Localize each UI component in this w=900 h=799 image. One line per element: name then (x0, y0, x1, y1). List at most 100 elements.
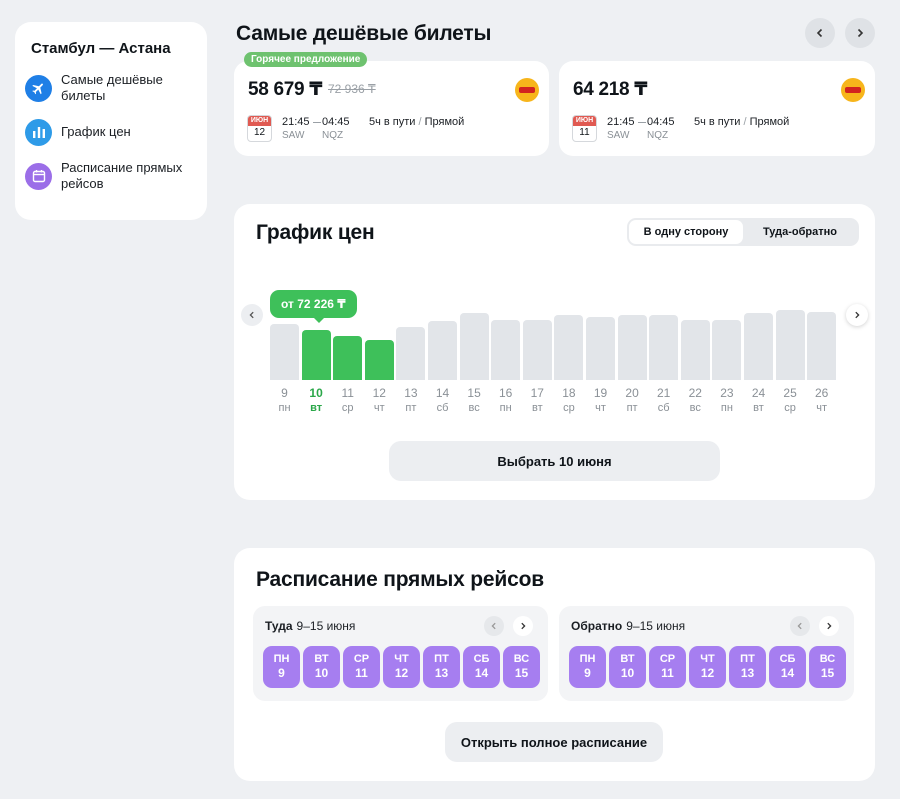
flight-info: 5ч в пути / Прямой (369, 116, 465, 128)
sidebar-item-price-chart[interactable]: График цен (25, 115, 197, 149)
weekday: пн (579, 653, 596, 665)
day-number: 11 (355, 666, 368, 680)
round-trip-option[interactable]: Туда-обратно (762, 226, 837, 238)
schedule-day[interactable]: сб 14 (463, 646, 500, 688)
price-bar[interactable] (301, 330, 331, 380)
tick-weekday: вт (531, 402, 543, 414)
schedule-day[interactable]: вс 15 (503, 646, 540, 688)
chart-day-label[interactable]: 18 ср (554, 385, 583, 415)
weekday: чт (700, 653, 715, 665)
schedule-day[interactable]: чт 12 (383, 646, 420, 688)
chart-day-label[interactable]: 11 ср (333, 385, 362, 415)
chart-day-label[interactable]: 21 сб (649, 385, 678, 415)
chart-prev-button[interactable] (241, 304, 263, 326)
schedule-day[interactable]: ср 11 (649, 646, 686, 688)
price-bar[interactable] (680, 320, 710, 380)
weekday: вс (819, 653, 836, 665)
sidebar-item-cheapest[interactable]: Самые дешёвые билеты (25, 71, 197, 105)
day-number: 14 (474, 666, 489, 680)
chart-day-label[interactable]: 19 чт (586, 385, 615, 415)
chart-day-label[interactable]: 15 вс (460, 385, 489, 415)
chart-next-button[interactable] (846, 304, 868, 326)
duration: 5ч в пути (694, 116, 741, 128)
chart-day-label[interactable]: 26 чт (807, 385, 836, 415)
departure-time: 21:45 (607, 116, 635, 128)
price-bar[interactable] (428, 321, 457, 380)
schedule-day[interactable]: вт 10 (303, 646, 340, 688)
price-bar[interactable] (617, 315, 647, 380)
one-way-option[interactable]: В одну сторону (629, 220, 743, 244)
ticket-card[interactable]: 64 218 ₸ ИЮН 11 21:45 04:45 SAW NQZ 5ч в… (559, 61, 875, 156)
select-date-button[interactable]: Выбрать 10 июня (389, 441, 720, 481)
schedule-day[interactable]: вт 10 (609, 646, 646, 688)
weekday: сб (779, 653, 796, 665)
price-bar[interactable] (522, 320, 552, 380)
chart-day-label[interactable]: 9 пн (270, 385, 299, 415)
hot-offer-badge: Горячее предложение (244, 52, 368, 67)
ticket-card[interactable]: Горячее предложение 58 679 ₸ 72 936 ₸ ИЮ… (234, 52, 549, 156)
price-bar[interactable] (364, 340, 394, 380)
return-prev-week[interactable] (790, 616, 810, 636)
chart-day-label[interactable]: 17 вт (523, 385, 552, 415)
tick-day: 11 (341, 386, 354, 400)
outbound-prev-week[interactable] (484, 616, 504, 636)
tick-day: 22 (688, 386, 702, 400)
price-bar[interactable] (744, 313, 773, 380)
tick-weekday: ср (563, 402, 575, 414)
chart-day-label[interactable]: 24 вт (744, 385, 773, 415)
tick-day: 16 (499, 386, 513, 400)
tick-day: 26 (815, 386, 829, 400)
tick-weekday: сб (657, 402, 670, 414)
price-bar[interactable] (712, 320, 742, 380)
arrival-time: 04:45 (647, 116, 675, 128)
chart-day-label[interactable]: 25 ср (776, 385, 805, 415)
price-chart-title: График цен (256, 221, 375, 244)
sidebar-item-schedule[interactable]: Расписание прямых рейсов (25, 159, 197, 193)
price-bar[interactable] (554, 315, 584, 380)
price-bar[interactable] (649, 315, 679, 380)
chart-day-label[interactable]: 12 чт (365, 385, 394, 415)
prev-button[interactable] (805, 18, 835, 48)
chart-day-label[interactable]: 14 сб (428, 385, 457, 415)
return-range: 9–15 июня (626, 619, 686, 633)
departure-airport: SAW (607, 130, 630, 141)
price-bar[interactable] (459, 313, 489, 380)
day-number: 11 (661, 666, 674, 680)
chart-day-label[interactable]: 10 вт (302, 385, 331, 415)
tick-weekday: вт (753, 402, 764, 414)
next-button[interactable] (845, 18, 875, 48)
return-next-week[interactable] (819, 616, 839, 636)
price-bar[interactable] (586, 317, 615, 380)
price-bar[interactable] (807, 312, 837, 380)
price-bar[interactable] (270, 324, 299, 380)
chart-day-label[interactable]: 16 пн (491, 385, 520, 415)
chart-day-label[interactable]: 13 пт (396, 385, 425, 415)
tick-weekday: ср (784, 402, 796, 414)
tick-weekday: сб (436, 402, 449, 414)
chart-day-label[interactable]: 22 вс (681, 385, 710, 415)
weekday: ср (353, 653, 370, 665)
chevron-left-icon (797, 622, 802, 630)
schedule-day[interactable]: ср 11 (343, 646, 380, 688)
chart-day-label[interactable]: 23 пн (712, 385, 741, 415)
price-bar[interactable] (491, 320, 521, 380)
day-number: 15 (820, 666, 835, 680)
open-schedule-button[interactable]: Открыть полное расписание (445, 722, 663, 762)
schedule-day[interactable]: пн 9 (569, 646, 606, 688)
schedule-day[interactable]: пт 13 (729, 646, 766, 688)
price-bar[interactable] (333, 336, 363, 380)
schedule-day[interactable]: чт 12 (689, 646, 726, 688)
tick-weekday: чт (816, 402, 828, 414)
tick-day: 12 (372, 386, 386, 400)
schedule-day[interactable]: сб 14 (769, 646, 806, 688)
day-number: 13 (740, 666, 755, 680)
ticket-price: 64 218 ₸ (573, 79, 648, 100)
schedule-day[interactable]: пт 13 (423, 646, 460, 688)
outbound-next-week[interactable] (513, 616, 533, 636)
schedule-day[interactable]: пн 9 (263, 646, 300, 688)
price-bar[interactable] (396, 327, 426, 380)
time-separator (313, 122, 321, 123)
chart-day-label[interactable]: 20 пт (618, 385, 647, 415)
schedule-day[interactable]: вс 15 (809, 646, 846, 688)
price-bar[interactable] (775, 310, 805, 380)
